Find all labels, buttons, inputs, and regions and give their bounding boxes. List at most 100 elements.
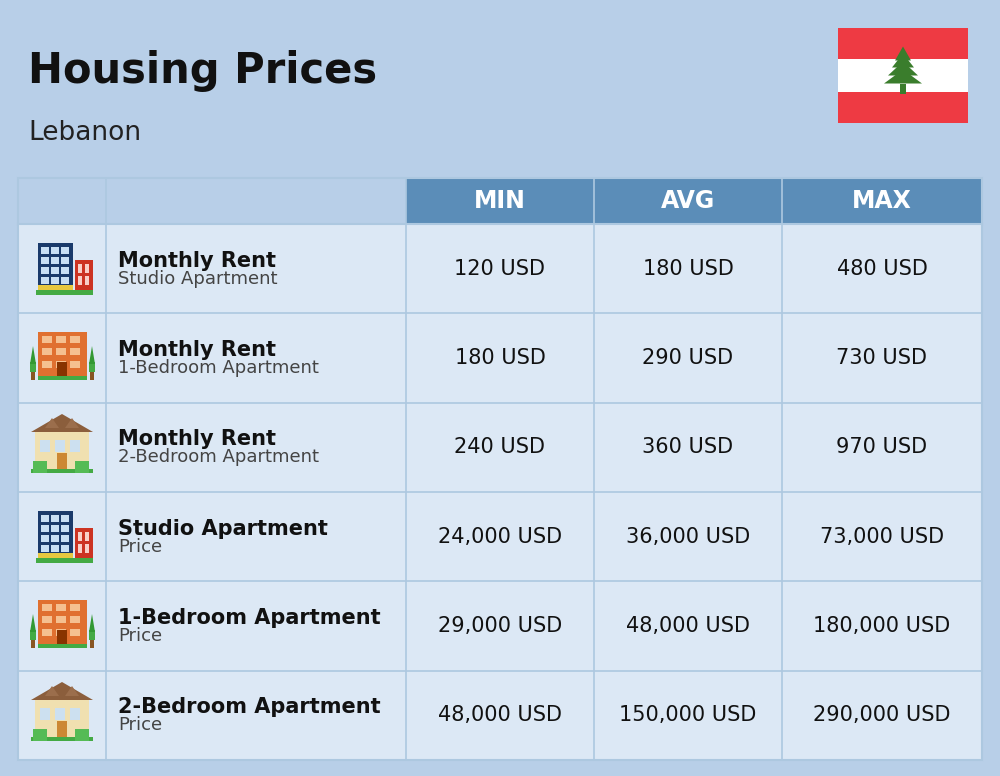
Bar: [38, 600, 87, 644]
Bar: [70, 708, 80, 720]
Bar: [78, 264, 82, 273]
Bar: [782, 492, 982, 581]
Bar: [51, 247, 59, 254]
Bar: [31, 737, 93, 741]
Text: 150,000 USD: 150,000 USD: [619, 705, 757, 726]
Bar: [18, 403, 106, 492]
Bar: [61, 535, 69, 542]
Text: MIN: MIN: [474, 189, 526, 213]
Bar: [106, 178, 406, 224]
Text: 120 USD: 120 USD: [454, 258, 546, 279]
Bar: [61, 247, 69, 254]
Bar: [38, 553, 73, 558]
Bar: [51, 545, 59, 552]
Bar: [70, 336, 80, 343]
Bar: [51, 277, 59, 284]
Bar: [838, 59, 968, 92]
Bar: [106, 224, 406, 314]
Bar: [42, 361, 52, 368]
Polygon shape: [31, 682, 93, 700]
Bar: [594, 581, 782, 670]
Bar: [57, 362, 67, 376]
Text: Monthly Rent: Monthly Rent: [118, 251, 276, 271]
Text: MAX: MAX: [852, 189, 912, 213]
Bar: [38, 243, 73, 290]
Bar: [41, 515, 49, 522]
Bar: [85, 544, 89, 553]
Bar: [51, 515, 59, 522]
Polygon shape: [892, 54, 914, 68]
Text: Monthly Rent: Monthly Rent: [118, 429, 276, 449]
Bar: [51, 525, 59, 532]
Bar: [51, 535, 59, 542]
Bar: [33, 729, 47, 741]
Bar: [594, 178, 782, 224]
Bar: [782, 670, 982, 760]
Bar: [782, 178, 982, 224]
Bar: [78, 276, 82, 285]
Text: 1-Bedroom Apartment: 1-Bedroom Apartment: [118, 359, 319, 377]
Bar: [56, 348, 66, 355]
Bar: [75, 461, 89, 473]
Polygon shape: [45, 418, 59, 428]
Bar: [35, 700, 89, 737]
Polygon shape: [89, 614, 95, 632]
Bar: [106, 670, 406, 760]
Bar: [38, 285, 73, 290]
Bar: [41, 277, 49, 284]
Bar: [56, 604, 66, 611]
Bar: [35, 432, 89, 469]
Bar: [782, 403, 982, 492]
Bar: [56, 629, 66, 636]
Bar: [70, 361, 80, 368]
Bar: [406, 403, 594, 492]
Bar: [18, 224, 106, 314]
Bar: [18, 670, 106, 760]
Bar: [61, 277, 69, 284]
Text: Housing Prices: Housing Prices: [28, 50, 377, 92]
Bar: [18, 581, 106, 670]
Bar: [106, 492, 406, 581]
Text: Price: Price: [118, 538, 162, 556]
Bar: [106, 403, 406, 492]
Text: 29,000 USD: 29,000 USD: [438, 616, 562, 636]
Bar: [78, 544, 82, 553]
Bar: [41, 545, 49, 552]
Polygon shape: [30, 614, 36, 632]
Bar: [406, 178, 594, 224]
Bar: [61, 267, 69, 274]
Bar: [36, 558, 93, 563]
Bar: [31, 364, 35, 380]
Bar: [55, 440, 65, 452]
Text: Studio Apartment: Studio Apartment: [118, 518, 328, 539]
Bar: [57, 721, 67, 737]
Bar: [42, 336, 52, 343]
Text: Studio Apartment: Studio Apartment: [118, 270, 278, 288]
Bar: [18, 178, 982, 760]
Polygon shape: [31, 414, 93, 432]
Text: Price: Price: [118, 716, 162, 734]
Bar: [61, 257, 69, 264]
Text: 360 USD: 360 USD: [642, 438, 734, 457]
Bar: [38, 511, 73, 558]
Bar: [42, 348, 52, 355]
Text: 180 USD: 180 USD: [643, 258, 733, 279]
Bar: [31, 469, 93, 473]
Polygon shape: [89, 346, 95, 364]
Bar: [89, 362, 95, 372]
Polygon shape: [30, 346, 36, 364]
Bar: [75, 729, 89, 741]
Bar: [782, 581, 982, 670]
Bar: [78, 532, 82, 541]
Polygon shape: [65, 686, 79, 696]
Bar: [85, 264, 89, 273]
Bar: [41, 247, 49, 254]
Polygon shape: [65, 418, 79, 428]
Bar: [18, 314, 106, 403]
Bar: [42, 616, 52, 623]
Bar: [75, 528, 93, 558]
Text: 1-Bedroom Apartment: 1-Bedroom Apartment: [118, 608, 381, 628]
Bar: [594, 492, 782, 581]
Bar: [56, 616, 66, 623]
Bar: [89, 630, 95, 640]
